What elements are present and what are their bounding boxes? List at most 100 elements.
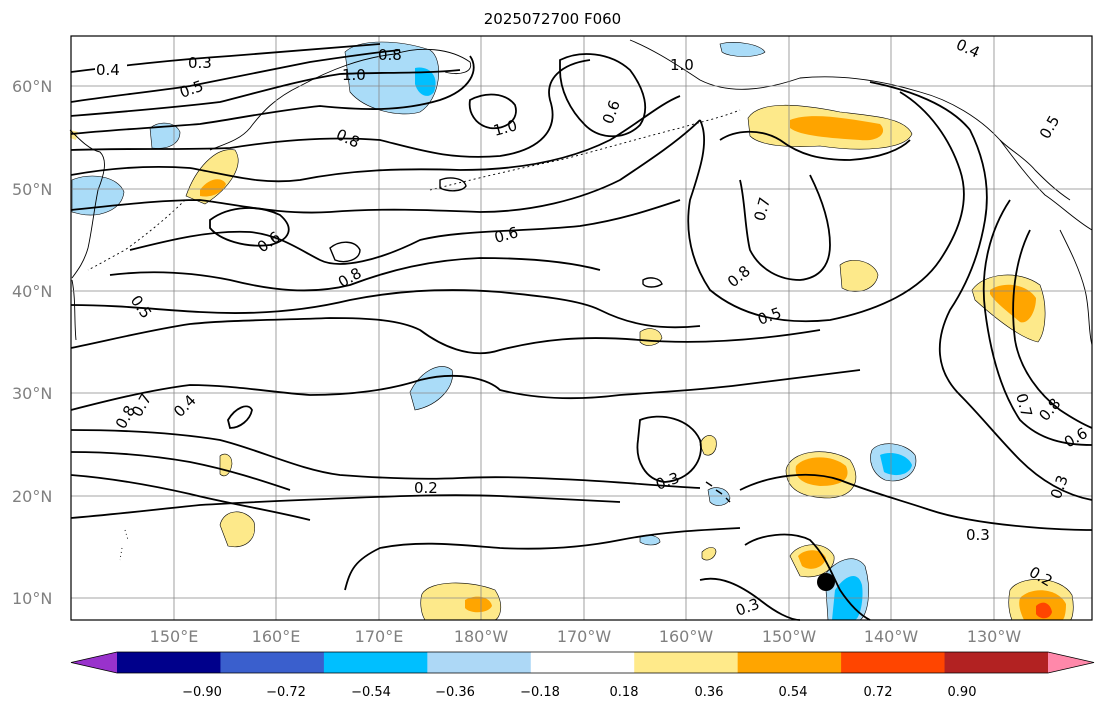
coastlines bbox=[69, 39, 1093, 561]
contour-label: 0.8 bbox=[1035, 395, 1064, 425]
colorbar-segment bbox=[530, 652, 635, 673]
contour bbox=[227, 405, 253, 429]
contour-label: 0.8 bbox=[378, 46, 402, 64]
colorbar-tick-label: −0.18 bbox=[520, 685, 560, 700]
lon-label: 140°W bbox=[864, 627, 919, 646]
colorbar-tick-label: −0.72 bbox=[266, 685, 306, 700]
contour bbox=[468, 93, 517, 130]
contour-label: 0.4 bbox=[96, 61, 120, 79]
contour bbox=[70, 59, 591, 158]
shade-pos bbox=[699, 435, 717, 456]
contour bbox=[642, 277, 663, 288]
contour bbox=[70, 494, 621, 519]
contour bbox=[70, 451, 291, 491]
contour-label: 0.5 bbox=[127, 292, 155, 322]
contour bbox=[70, 317, 821, 355]
shade-pos bbox=[219, 453, 233, 477]
contour bbox=[70, 69, 461, 117]
contour bbox=[70, 429, 701, 489]
contour-label: 0.2 bbox=[414, 479, 438, 497]
colorbar-tick-label: −0.36 bbox=[435, 685, 475, 700]
contour bbox=[739, 174, 831, 281]
shade-neg bbox=[719, 42, 766, 57]
lat-label: 50°N bbox=[12, 180, 52, 199]
shade-pos bbox=[839, 260, 879, 292]
contour-label: 0.6 bbox=[492, 223, 520, 247]
contour bbox=[70, 289, 701, 329]
contour-label: 0.3 bbox=[653, 469, 682, 494]
map-title: 2025072700 F060 bbox=[483, 10, 622, 28]
lon-label: 180°W bbox=[454, 627, 509, 646]
colorbar-segment bbox=[841, 652, 946, 673]
shade-neg-core bbox=[880, 453, 912, 476]
contour-label: 0.6 bbox=[1061, 424, 1091, 452]
colorbar-tick-label: −0.90 bbox=[182, 685, 222, 700]
contour-label: 0.8 bbox=[333, 125, 362, 151]
shade-neg bbox=[409, 366, 453, 411]
contour bbox=[70, 95, 681, 183]
contour bbox=[687, 91, 965, 323]
contour-label: 0.5 bbox=[755, 304, 784, 329]
colorbar-tick-label: 0.36 bbox=[695, 685, 724, 700]
colorbar-segment bbox=[117, 652, 221, 673]
colorbar-tick-label: 0.72 bbox=[864, 685, 893, 700]
lat-label: 20°N bbox=[12, 487, 52, 506]
contour-label: 0.3 bbox=[1047, 473, 1072, 502]
contour-label: 1.0 bbox=[670, 56, 694, 74]
contour bbox=[559, 53, 647, 138]
contour bbox=[982, 199, 1093, 446]
coastline-small-islands bbox=[119, 529, 129, 561]
lat-label: 10°N bbox=[12, 589, 52, 608]
lon-label: 160°W bbox=[659, 627, 714, 646]
coastline-pacific-nw bbox=[1059, 229, 1093, 346]
shade-pos bbox=[185, 149, 239, 205]
coastline-chukotka bbox=[394, 48, 472, 74]
colorbar bbox=[70, 651, 1095, 674]
coastline-japan bbox=[71, 279, 77, 341]
coastline-hawaii bbox=[705, 481, 731, 503]
shade-pos bbox=[639, 328, 663, 346]
contour-label: 0.4 bbox=[170, 391, 200, 421]
coastline-kamchatka bbox=[69, 129, 105, 279]
shade-pos-core bbox=[200, 179, 226, 197]
lon-axis: 150°E 160°E 170°E 180°W 170°W 160°W 150°… bbox=[150, 627, 1022, 646]
contour-label: 0.6 bbox=[599, 98, 624, 127]
shade-pos-core bbox=[798, 550, 826, 569]
lat-label: 40°N bbox=[12, 282, 52, 301]
contour bbox=[699, 577, 801, 621]
contour-label: 0.7 bbox=[1012, 391, 1036, 419]
colorbar-tick-label: 0.54 bbox=[779, 685, 808, 700]
coastline-canada bbox=[999, 139, 1071, 201]
contour bbox=[70, 369, 861, 411]
shade-pos-core bbox=[465, 596, 492, 613]
lon-label: 150°W bbox=[762, 627, 817, 646]
contour bbox=[70, 474, 311, 521]
shade-neg-core bbox=[415, 67, 436, 96]
lon-label: 170°W bbox=[557, 627, 612, 646]
shade-pos-core bbox=[790, 116, 884, 141]
lat-axis: 60°N 50°N 40°N 30°N 20°N 10°N bbox=[12, 77, 52, 608]
coastline-kamchatka-east bbox=[209, 53, 396, 151]
contour-label: 0.5 bbox=[1036, 112, 1064, 142]
shade-pos bbox=[219, 511, 255, 548]
colorbar-extend-low bbox=[71, 652, 117, 673]
map-frame bbox=[70, 35, 1093, 621]
contour bbox=[109, 257, 601, 292]
contour bbox=[744, 533, 871, 621]
contour-label: 0.3 bbox=[188, 54, 212, 72]
contour bbox=[636, 415, 702, 483]
lat-label: 30°N bbox=[12, 384, 52, 403]
lon-label: 150°E bbox=[150, 627, 199, 646]
colorbar-segment bbox=[634, 652, 739, 673]
lon-label: 160°E bbox=[252, 627, 301, 646]
lat-label: 60°N bbox=[12, 77, 52, 96]
lon-label: 130°W bbox=[967, 627, 1022, 646]
colorbar-tick-label: 0.18 bbox=[610, 685, 639, 700]
colorbar-tick-label: 0.90 bbox=[948, 685, 977, 700]
contour-label: 1.0 bbox=[491, 116, 519, 140]
shade-pos-strong bbox=[1036, 602, 1052, 619]
colorbar-segment bbox=[427, 652, 532, 673]
contour-label: 0.8 bbox=[724, 262, 754, 291]
contour bbox=[70, 119, 701, 214]
